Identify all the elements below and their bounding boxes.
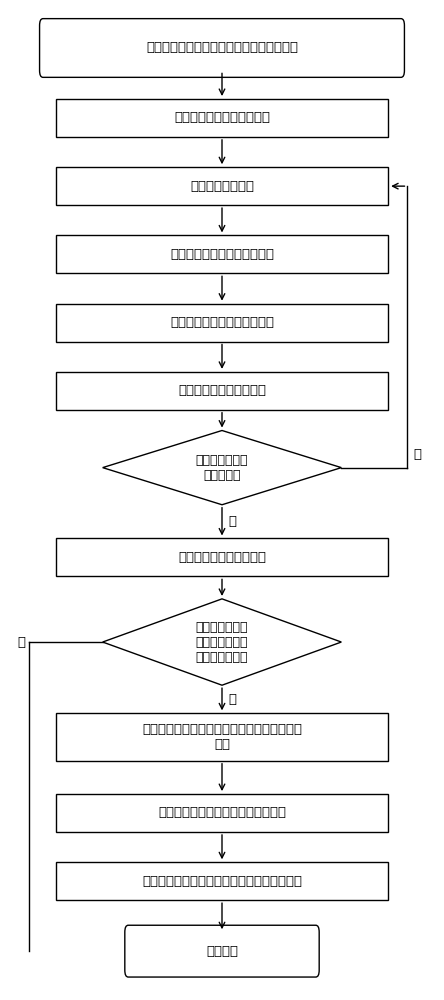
Text: 屏幕出现解锁方格: 屏幕出现解锁方格 bbox=[190, 180, 254, 193]
FancyBboxPatch shape bbox=[56, 794, 388, 832]
Text: 图像识别算法成
功获取摄像头实
时数据眼球中心: 图像识别算法成 功获取摄像头实 时数据眼球中心 bbox=[196, 621, 248, 664]
FancyBboxPatch shape bbox=[56, 167, 388, 205]
Polygon shape bbox=[103, 430, 341, 505]
FancyBboxPatch shape bbox=[56, 372, 388, 410]
Text: 图像识别算法成
功识别人脸: 图像识别算法成 功识别人脸 bbox=[196, 454, 248, 482]
Text: 用户以自设轨迹扫视解锁方格: 用户以自设轨迹扫视解锁方格 bbox=[170, 248, 274, 261]
FancyBboxPatch shape bbox=[125, 925, 319, 977]
FancyBboxPatch shape bbox=[56, 304, 388, 342]
FancyBboxPatch shape bbox=[56, 235, 388, 273]
Text: 将实时摄像头数据的眼球中心映射到手机屏幕
坐标: 将实时摄像头数据的眼球中心映射到手机屏幕 坐标 bbox=[142, 723, 302, 751]
Text: 是: 是 bbox=[228, 693, 236, 706]
FancyBboxPatch shape bbox=[56, 99, 388, 137]
Text: 以相同轨迹再次扫视解锁方格: 以相同轨迹再次扫视解锁方格 bbox=[170, 316, 274, 329]
Text: 前置摄像头记录人脸数据: 前置摄像头记录人脸数据 bbox=[178, 551, 266, 564]
Text: 打开系统选择解锁图像设置: 打开系统选择解锁图像设置 bbox=[174, 111, 270, 124]
Text: 用户在手机上安装眼球解锁系统并开始使用: 用户在手机上安装眼球解锁系统并开始使用 bbox=[146, 41, 298, 54]
FancyBboxPatch shape bbox=[56, 538, 388, 576]
Text: 前置摄像头获取人脸数据: 前置摄像头获取人脸数据 bbox=[178, 384, 266, 397]
Text: 否: 否 bbox=[414, 448, 422, 461]
Polygon shape bbox=[103, 599, 341, 685]
Text: 否: 否 bbox=[17, 636, 25, 649]
FancyBboxPatch shape bbox=[56, 713, 388, 761]
Text: 是: 是 bbox=[228, 515, 236, 528]
FancyBboxPatch shape bbox=[40, 19, 404, 77]
FancyBboxPatch shape bbox=[56, 862, 388, 900]
Text: 将轨迹映射到解锁方格上作为预设的解锁图形: 将轨迹映射到解锁方格上作为预设的解锁图形 bbox=[142, 875, 302, 888]
Text: 系统返回: 系统返回 bbox=[206, 945, 238, 958]
Text: 在手机屏幕上绘制出眼球中心的轨迹: 在手机屏幕上绘制出眼球中心的轨迹 bbox=[158, 806, 286, 819]
